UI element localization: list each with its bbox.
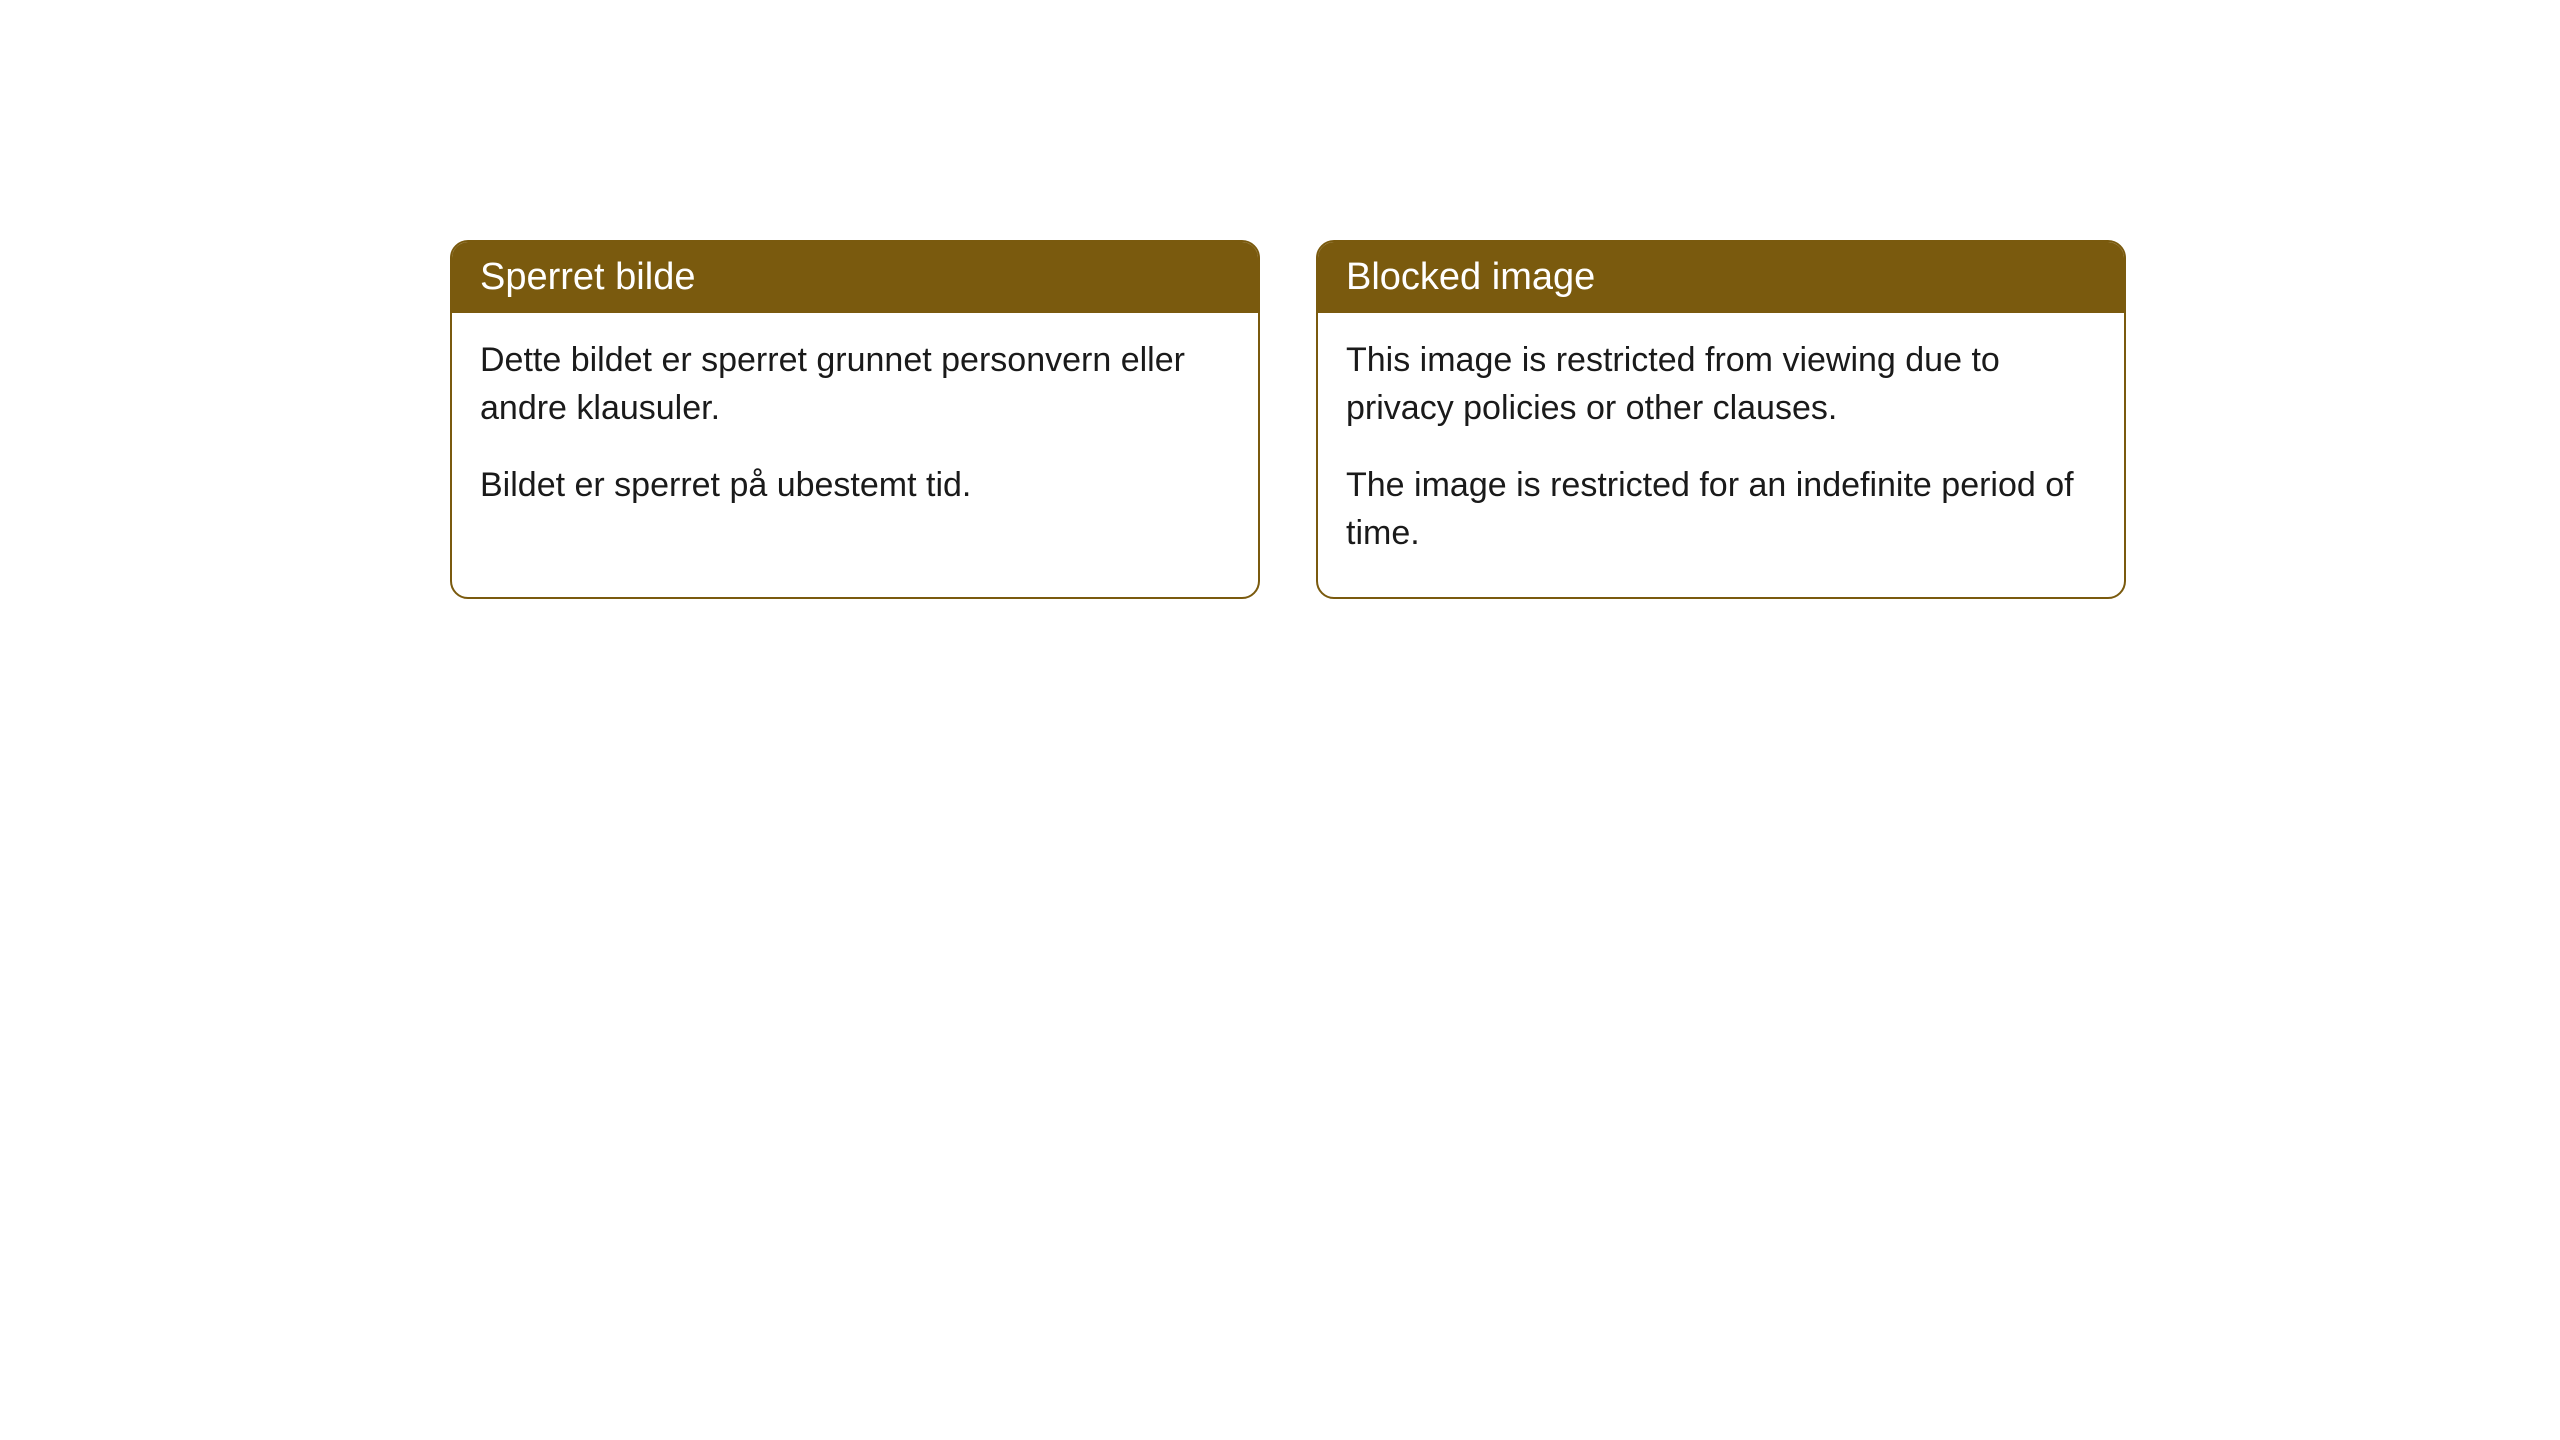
card-paragraph: Dette bildet er sperret grunnet personve… bbox=[480, 337, 1230, 432]
notice-card-norwegian: Sperret bilde Dette bildet er sperret gr… bbox=[450, 240, 1260, 599]
card-title: Blocked image bbox=[1346, 256, 1595, 298]
card-paragraph: This image is restricted from viewing du… bbox=[1346, 337, 2096, 432]
card-header: Blocked image bbox=[1318, 242, 2124, 313]
card-title: Sperret bilde bbox=[480, 256, 695, 298]
card-body: This image is restricted from viewing du… bbox=[1318, 313, 2124, 597]
card-paragraph: Bildet er sperret på ubestemt tid. bbox=[480, 462, 1230, 510]
notice-container: Sperret bilde Dette bildet er sperret gr… bbox=[450, 240, 2126, 599]
card-paragraph: The image is restricted for an indefinit… bbox=[1346, 462, 2096, 557]
notice-card-english: Blocked image This image is restricted f… bbox=[1316, 240, 2126, 599]
card-body: Dette bildet er sperret grunnet personve… bbox=[452, 313, 1258, 550]
card-header: Sperret bilde bbox=[452, 242, 1258, 313]
